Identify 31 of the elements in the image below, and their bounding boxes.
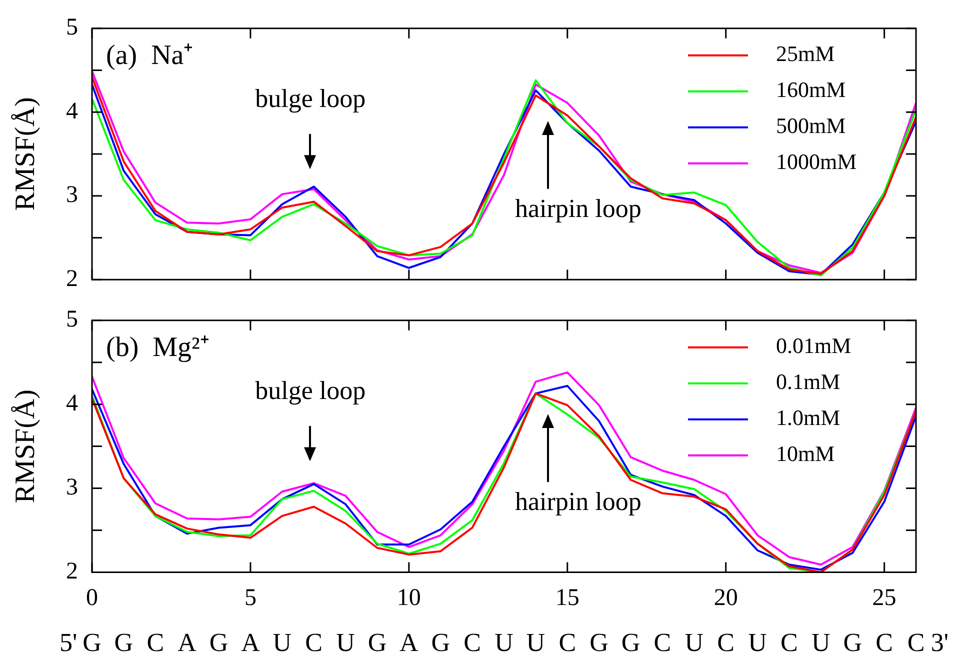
y-tick-label: 3 (66, 182, 78, 208)
legend-label: 0.1mM (776, 369, 840, 394)
y-axis-title: RMSF(Å) (10, 390, 42, 504)
y-tick-label: 4 (66, 98, 78, 124)
x-tick-label: 15 (555, 584, 580, 611)
legend-label: 1000mM (776, 149, 857, 174)
annotation: hairpin loop (514, 486, 642, 517)
legend-label: 10mM (776, 441, 835, 466)
y-tick-label: 3 (66, 474, 78, 501)
legend-label: 500mM (776, 113, 846, 138)
legend-label: 0.01mM (776, 333, 852, 358)
legend-label: 1.0mM (776, 405, 840, 430)
x-tick-label: 5 (244, 584, 256, 611)
annotation: (b) Mg²⁺ (106, 332, 209, 363)
y-axis-title: RMSF(Å) (10, 97, 42, 211)
y-tick-label: 2 (66, 558, 78, 584)
x-tick-label: 10 (396, 584, 421, 611)
y-tick-label: 4 (66, 390, 78, 417)
annotation: (a) Na⁺ (106, 40, 193, 71)
y-tick-label: 2 (66, 266, 78, 292)
x-tick-label: 0 (86, 584, 98, 611)
x-tick-label: 25 (872, 584, 896, 611)
x-tick-label: 20 (714, 584, 738, 611)
annotation: hairpin loop (514, 194, 642, 224)
y-tick-label: 5 (66, 306, 78, 333)
annotation: bulge loop (255, 376, 366, 406)
y-tick-label: 5 (66, 14, 78, 41)
annotation: bulge loop (255, 84, 366, 114)
text: 5' G G C A G A U C U G A G C U U C G G C U C U C U G C C 3' (59, 628, 949, 657)
legend-label: 160mM (776, 77, 846, 102)
legend-label: 25mM (776, 41, 835, 66)
